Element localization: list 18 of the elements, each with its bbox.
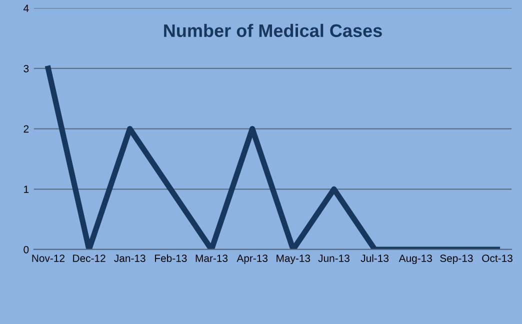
x-tick-label: Nov-12 (32, 254, 64, 262)
y-tick-label: 4 (24, 4, 29, 12)
x-tick-label: Oct-13 (482, 254, 512, 262)
text: Number of Medical Cases (164, 24, 382, 38)
y-tick-label: 2 (24, 125, 29, 133)
x-tick-label: Dec-12 (73, 254, 106, 262)
x-tick-label: Jan-13 (114, 254, 146, 262)
y-tick-label: 1 (24, 186, 29, 193)
y-tick-label: 3 (24, 64, 29, 72)
x-tick-label: Aug-13 (398, 254, 432, 264)
x-tick-label: Sep-13 (440, 254, 473, 264)
x-tick-label: Mar-13 (196, 254, 228, 262)
x-tick-label: Jul-13 (360, 254, 389, 262)
x-tick-label: Apr-13 (236, 254, 268, 264)
x-tick-label: Jun-13 (318, 254, 350, 262)
y-tick-label: 0 (24, 246, 29, 254)
x-tick-label: Feb-13 (155, 254, 187, 262)
x-tick-label: May-13 (276, 254, 310, 264)
